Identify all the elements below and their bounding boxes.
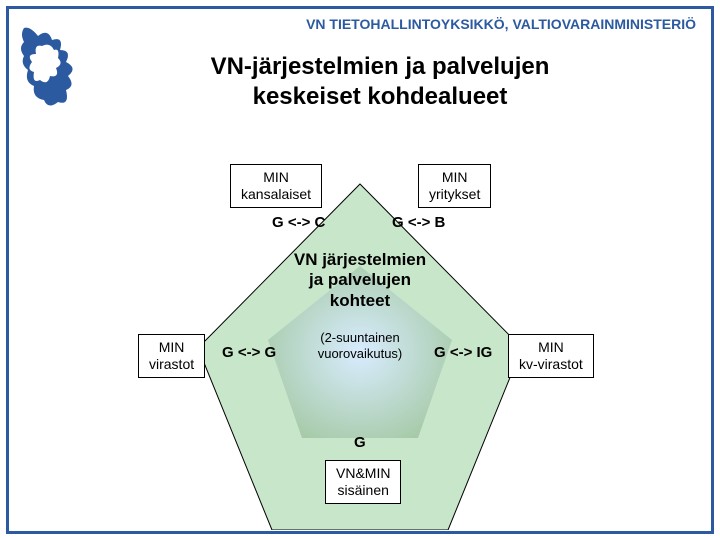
node-label: kv-virastot — [519, 356, 583, 372]
node-label: MIN — [442, 169, 468, 185]
slide-header: VN TIETOHALLINTOYKSIKKÖ, VALTIOVARAINMIN… — [306, 16, 696, 32]
center-title-line: VN järjestelmien — [294, 250, 426, 269]
node-citizens: MIN kansalaiset — [230, 164, 322, 208]
edge-label-gb: G <-> B — [392, 214, 445, 231]
node-label: sisäinen — [338, 482, 389, 498]
center-title: VN järjestelmien ja palvelujen kohteet — [280, 250, 440, 311]
center-title-line: ja palvelujen — [309, 270, 411, 289]
node-label: MIN — [159, 339, 185, 355]
edge-label-g: G — [354, 434, 366, 451]
node-label: VN&MIN — [336, 465, 390, 481]
node-intl: MIN kv-virastot — [508, 334, 594, 378]
pentagon-diagram: MIN kansalaiset MIN yritykset MIN virast… — [0, 150, 720, 530]
center-title-line: kohteet — [330, 291, 390, 310]
slide-title: VN-järjestelmien ja palvelujen keskeiset… — [120, 52, 640, 112]
finnish-lion-logo — [14, 24, 84, 114]
title-line-1: VN-järjestelmien ja palvelujen — [211, 53, 550, 80]
edge-label-gc: G <-> C — [272, 214, 325, 231]
center-sub-line: vuorovaikutus) — [318, 346, 403, 361]
node-label: MIN — [538, 339, 564, 355]
node-label: kansalaiset — [241, 186, 311, 202]
title-line-2: keskeiset kohdealueet — [253, 83, 508, 110]
node-label: yritykset — [429, 186, 480, 202]
center-subtitle: (2-suuntainen vuorovaikutus) — [300, 330, 420, 361]
node-internal: VN&MIN sisäinen — [325, 460, 401, 504]
edge-label-gig: G <-> IG — [434, 344, 492, 361]
center-sub-line: (2-suuntainen — [320, 330, 400, 345]
edge-label-gg: G <-> G — [222, 344, 276, 361]
node-businesses: MIN yritykset — [418, 164, 491, 208]
node-agencies: MIN virastot — [138, 334, 205, 378]
node-label: MIN — [263, 169, 289, 185]
node-label: virastot — [149, 356, 194, 372]
